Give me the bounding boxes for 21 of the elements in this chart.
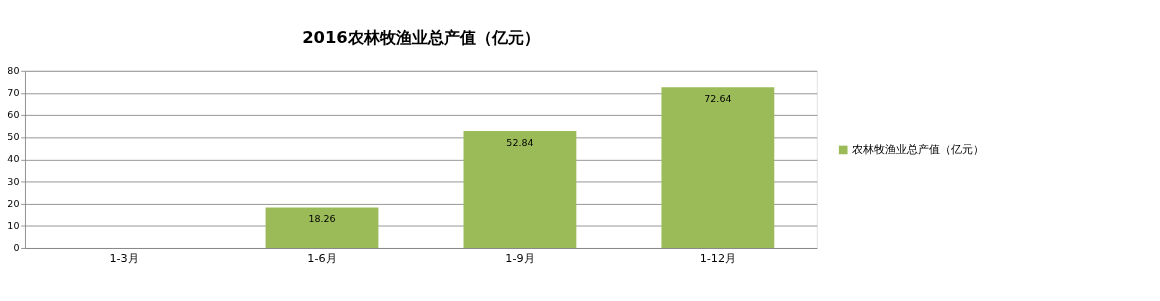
y-tick-label: 80 <box>7 64 20 76</box>
bar <box>661 87 775 249</box>
y-tick-label: 50 <box>7 131 20 143</box>
y-tick-label: 0 <box>13 242 20 254</box>
data-label: 18.26 <box>308 213 336 225</box>
y-tick-label: 40 <box>7 153 20 165</box>
legend-label: 农林牧渔业总产值（亿元） <box>852 143 985 157</box>
bar <box>463 131 577 249</box>
data-label: 72.64 <box>704 92 732 104</box>
y-tick-label: 70 <box>7 87 20 99</box>
y-tick-label: 20 <box>7 197 20 209</box>
x-tick-label: 1-12月 <box>699 252 737 266</box>
x-tick-label: 1-9月 <box>505 252 535 266</box>
y-tick-label: 10 <box>7 219 20 231</box>
y-tick-label: 60 <box>7 109 20 121</box>
x-tick-label: 1-6月 <box>307 252 337 266</box>
chart-title: 2016农林牧渔业总产值（亿元） <box>302 28 540 48</box>
y-tick-label: 30 <box>7 175 20 187</box>
data-label: 52.84 <box>506 136 534 148</box>
x-tick-label: 1-3月 <box>109 252 139 266</box>
bar <box>265 207 379 249</box>
